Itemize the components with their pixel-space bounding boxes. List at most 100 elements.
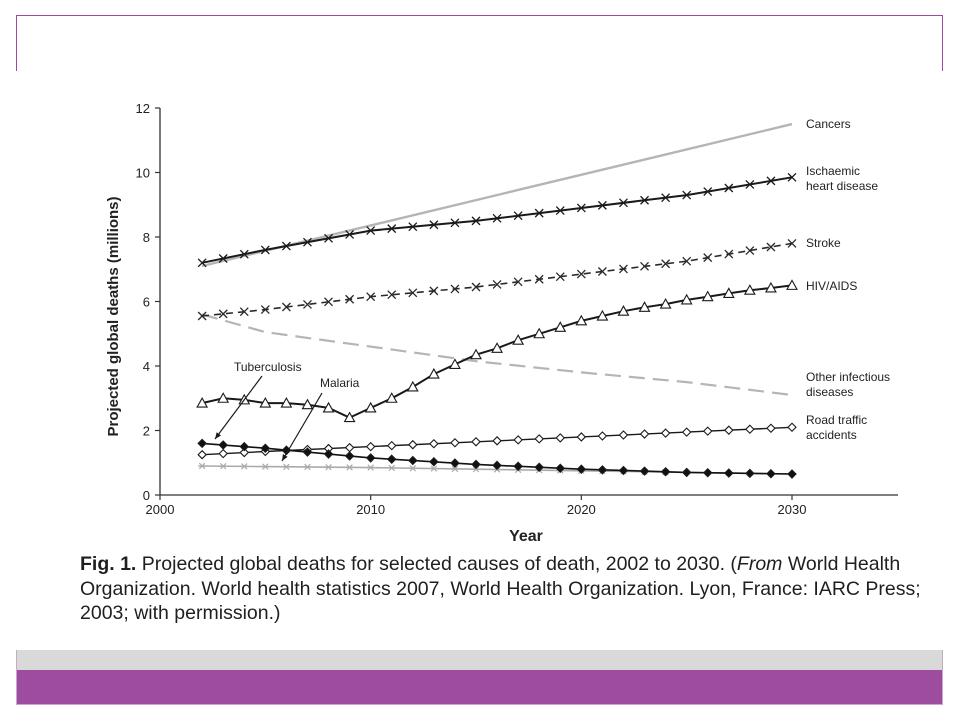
- malaria-marker: [282, 463, 291, 471]
- caption-text-1: Projected global deaths for selected cau…: [136, 553, 737, 575]
- ihd-marker: [239, 249, 249, 259]
- road-marker: [471, 437, 481, 447]
- footer-edge-right: [942, 650, 943, 704]
- stroke-marker: [682, 256, 692, 266]
- road-marker: [555, 433, 566, 443]
- footer-edge-left: [16, 650, 17, 704]
- ihd-marker: [429, 220, 439, 230]
- ihd-marker: [766, 176, 776, 186]
- slide-frame-left: [16, 15, 17, 71]
- stroke-marker: [597, 267, 607, 276]
- tb-marker: [344, 451, 355, 461]
- hiv-marker: [722, 287, 735, 298]
- hiv-marker: [701, 290, 714, 302]
- stroke-marker: [703, 253, 713, 263]
- stroke-marker: [619, 264, 628, 274]
- ihd-marker: [619, 198, 628, 208]
- stroke-marker: [724, 249, 734, 259]
- hiv-marker: [596, 309, 609, 321]
- tb-marker: [660, 467, 671, 477]
- road-marker: [681, 427, 692, 437]
- caption-from: From: [736, 553, 783, 575]
- ihd-marker: [324, 233, 333, 243]
- road-marker: [386, 440, 397, 451]
- tb-marker: [724, 468, 734, 478]
- ihd-marker: [682, 190, 692, 200]
- stroke-marker: [640, 261, 649, 271]
- ihd-marker: [408, 222, 418, 232]
- stroke-marker: [450, 284, 460, 294]
- figure-caption: Fig. 1. Projected global deaths for sele…: [80, 552, 950, 626]
- stroke-marker: [324, 297, 333, 307]
- tb-marker: [681, 467, 692, 478]
- series-other-infectious: [201, 313, 793, 397]
- ihd-marker: [576, 203, 586, 213]
- tb-marker: [576, 464, 587, 474]
- road-marker: [534, 434, 544, 444]
- malaria-marker: [429, 465, 438, 472]
- ihd-marker: [197, 258, 207, 268]
- hiv-marker: [554, 321, 567, 332]
- tb-marker: [787, 469, 797, 479]
- road-marker: [787, 422, 797, 433]
- y-tick-label: 4: [143, 359, 150, 374]
- stroke-marker: [534, 274, 544, 284]
- stroke-marker: [555, 272, 565, 282]
- caption-text-2: World Health Organization. World health …: [80, 553, 921, 624]
- hiv-marker: [512, 334, 525, 345]
- malaria-marker: [472, 465, 480, 473]
- y-tick-label: 0: [143, 488, 150, 503]
- tb-marker: [534, 462, 544, 473]
- road-marker: [513, 435, 523, 445]
- tb-marker: [450, 458, 460, 468]
- y-axis-label: Projected global deaths (millions): [105, 196, 122, 436]
- hiv-marker: [196, 396, 209, 408]
- y-tick-label: 6: [143, 295, 150, 310]
- arrow-tuberculosis-head: [215, 432, 222, 439]
- slide-frame-top: [16, 15, 943, 16]
- hiv-marker: [217, 392, 230, 403]
- tb-marker: [639, 466, 650, 476]
- ihd-marker: [366, 226, 376, 236]
- stroke-marker: [661, 259, 671, 269]
- road-marker: [429, 438, 439, 449]
- stroke-marker: [366, 292, 376, 302]
- tb-marker: [323, 449, 334, 459]
- line-chart: 0 2 4 6 8 10 12 2000 2010 2020 2030 Year Projected g…: [105, 101, 898, 545]
- road-marker: [576, 432, 587, 442]
- hiv-marker: [301, 398, 314, 410]
- malaria-marker: [303, 463, 312, 471]
- tb-marker: [197, 438, 207, 449]
- x-axis-label: Year: [509, 528, 543, 545]
- hiv-marker: [280, 396, 293, 408]
- y-tick-label: 8: [143, 230, 150, 245]
- ihd-marker: [345, 229, 355, 239]
- ihd-marker: [787, 172, 797, 182]
- label-cancers: Cancers: [806, 117, 851, 131]
- ihd-marker: [492, 213, 502, 223]
- malaria-marker: [324, 463, 333, 471]
- tb-marker: [618, 465, 629, 476]
- ihd-marker: [661, 193, 671, 203]
- label-ischaemic-heart-disease: heart disease: [806, 179, 878, 193]
- stroke-marker: [429, 286, 439, 296]
- label-hiv-aids: HIV/AIDS: [806, 279, 857, 293]
- stroke-marker: [281, 302, 291, 312]
- road-marker: [702, 426, 713, 436]
- road-marker: [639, 429, 650, 439]
- tb-marker: [218, 440, 228, 450]
- label-malaria: Malaria: [320, 376, 360, 390]
- y-tick-label: 12: [136, 101, 150, 116]
- road-marker: [450, 437, 460, 448]
- road-marker: [218, 448, 228, 459]
- stroke-marker: [408, 288, 418, 298]
- label-other-infectious: diseases: [806, 385, 853, 399]
- road-marker: [408, 439, 418, 450]
- tb-marker: [471, 459, 481, 470]
- stroke-marker: [745, 246, 755, 256]
- stroke-marker: [492, 279, 502, 289]
- tb-marker: [429, 457, 439, 467]
- x-tick-label: 2030: [778, 502, 807, 517]
- hiv-marker: [764, 281, 777, 293]
- ihd-marker: [450, 218, 460, 228]
